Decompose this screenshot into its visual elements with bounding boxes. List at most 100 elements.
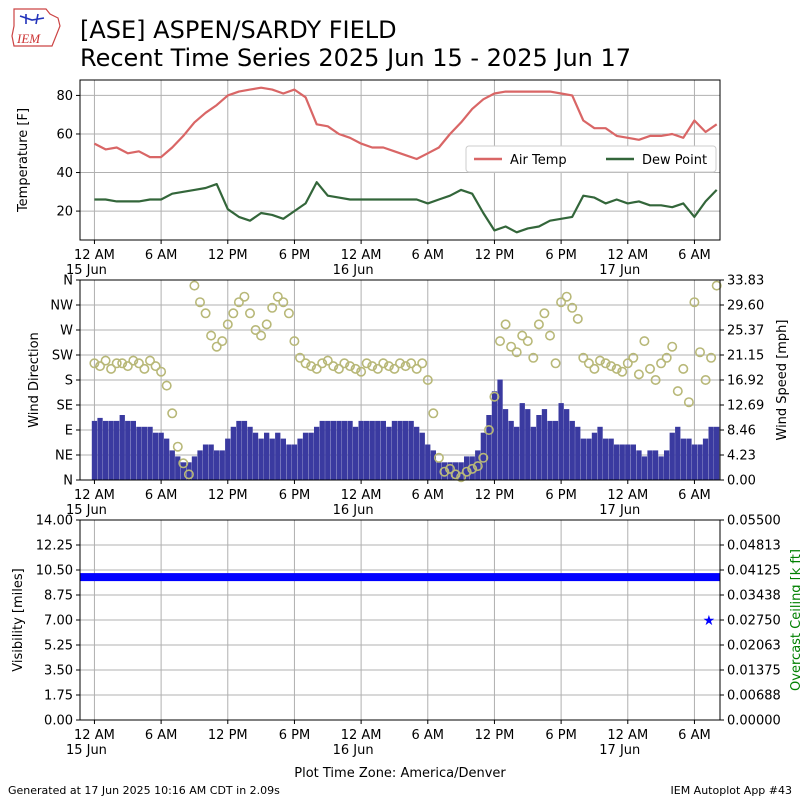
x-tick-label: 6 AM xyxy=(145,488,178,503)
y-right-tick-label: 0.02063 xyxy=(727,639,781,654)
x-tick-label: 12 PM xyxy=(208,248,248,263)
wind-direction-point xyxy=(711,280,722,291)
y-tick-label: NE xyxy=(55,449,73,464)
x-tick-label: 6 PM xyxy=(279,488,310,503)
y-axis-label: Temperature [F] xyxy=(16,108,31,213)
wind-direction-point xyxy=(672,386,683,397)
wind-direction-point xyxy=(128,355,139,366)
wind-direction-point xyxy=(283,308,294,319)
y-right-tick-label: 29.60 xyxy=(727,299,764,314)
wind-speed-bar xyxy=(619,444,625,480)
y-right-tick-label: 4.23 xyxy=(727,449,756,464)
y-tick-label: 40 xyxy=(56,166,73,181)
wind-speed-bar xyxy=(630,444,636,480)
wind-speed-bar xyxy=(291,444,298,480)
wind-speed-bar xyxy=(175,456,181,480)
wind-speed-bar xyxy=(502,409,509,480)
wind-direction-point xyxy=(461,466,472,477)
wind-speed-bar xyxy=(169,450,175,480)
wind-speed-bar xyxy=(180,462,186,480)
wind-direction-point xyxy=(300,358,311,369)
wind-direction-point xyxy=(328,361,339,372)
wind-speed-bar xyxy=(591,432,598,480)
wind-speed-bar xyxy=(119,415,125,480)
wind-speed-bar xyxy=(569,420,575,480)
wind-speed-bar xyxy=(336,420,342,480)
x-tick-label: 6 AM xyxy=(412,248,445,263)
wind-direction-point xyxy=(189,280,200,291)
wind-direction-point xyxy=(361,358,372,369)
wind-direction-point xyxy=(317,358,328,369)
wind-speed-bar xyxy=(430,450,436,480)
wind-direction-point xyxy=(383,361,394,372)
wind-direction-point xyxy=(322,355,333,366)
wind-speed-bar xyxy=(114,420,120,480)
wind-direction-point xyxy=(700,374,711,385)
x-tick-sublabel: 16 Jun xyxy=(333,263,374,278)
wind-direction-point xyxy=(261,319,272,330)
wind-direction-point xyxy=(339,358,350,369)
wind-direction-point xyxy=(211,341,222,352)
wind-direction-point xyxy=(456,472,467,483)
wind-speed-bar xyxy=(658,456,664,480)
wind-speed-bar xyxy=(636,450,642,480)
y-tick-label: 20 xyxy=(56,205,73,220)
y-tick-label: E xyxy=(65,424,73,439)
y-axis-label: Visibility [miles] xyxy=(11,568,26,671)
wind-direction-point xyxy=(233,297,244,308)
x-tick-label: 6 PM xyxy=(545,248,576,263)
wind-direction-point xyxy=(650,374,661,385)
x-tick-sublabel: 15 Jun xyxy=(66,503,107,518)
wind-direction-point xyxy=(394,358,405,369)
y-tick-label: SE xyxy=(57,399,73,414)
wind-speed-bar xyxy=(536,415,542,480)
wind-direction-point xyxy=(606,361,617,372)
wind-direction-point xyxy=(444,463,455,474)
wind-direction-point xyxy=(161,380,172,391)
app-credit: IEM Autoplot App #43 xyxy=(670,784,793,797)
wind-speed-bar xyxy=(302,432,309,480)
wind-direction-point xyxy=(372,363,383,374)
y-right-tick-label: 21.15 xyxy=(727,349,764,364)
wind-direction-point xyxy=(694,347,705,358)
wind-speed-bar xyxy=(191,456,198,480)
wind-speed-bar xyxy=(158,432,164,480)
wind-speed-bar xyxy=(269,438,275,480)
x-tick-sublabel: 16 Jun xyxy=(333,743,374,758)
wind-speed-bar xyxy=(547,420,553,480)
wind-direction-point xyxy=(678,363,689,374)
wind-speed-bar xyxy=(252,432,259,480)
wind-direction-point xyxy=(356,366,367,377)
wind-speed-bar xyxy=(452,462,459,480)
y-tick-label: 60 xyxy=(56,127,73,142)
wind-direction-point xyxy=(178,458,189,469)
wind-direction-point xyxy=(639,336,650,347)
wind-direction-point xyxy=(539,308,550,319)
y-right-tick-label: 8.46 xyxy=(727,424,756,439)
x-tick-label: 12 AM xyxy=(74,728,115,743)
wind-speed-bar xyxy=(686,438,692,480)
wind-speed-bar xyxy=(402,420,409,480)
wind-direction-point xyxy=(589,363,600,374)
wind-speed-bar xyxy=(214,450,220,480)
wind-direction-point xyxy=(106,363,117,374)
x-tick-label: 12 AM xyxy=(607,488,648,503)
y-tick-label: 14.00 xyxy=(36,514,73,529)
wind-direction-point xyxy=(294,352,305,363)
y-tick-label: 80 xyxy=(56,89,73,104)
wind-speed-bar xyxy=(608,438,614,480)
wind-speed-bar xyxy=(125,420,131,480)
x-tick-label: 12 AM xyxy=(74,248,115,263)
wind-direction-point xyxy=(428,408,439,419)
wind-speed-bar xyxy=(530,426,536,480)
wind-speed-bar xyxy=(586,438,592,480)
y-right-tick-label: 33.83 xyxy=(727,274,764,289)
wind-speed-bar xyxy=(514,426,520,480)
wind-direction-point xyxy=(511,347,522,358)
logo-text: IEM xyxy=(16,31,41,46)
x-tick-sublabel: 17 Jun xyxy=(599,743,640,758)
wind-speed-bar xyxy=(358,420,364,480)
wind-speed-bar xyxy=(652,450,659,480)
wind-speed-bar xyxy=(341,420,348,480)
